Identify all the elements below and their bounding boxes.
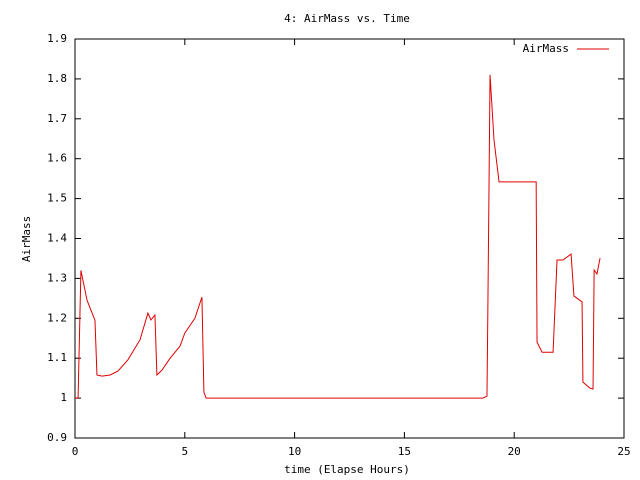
y-tick-label: 1.1 [47, 351, 67, 364]
y-tick-label: 1.9 [47, 32, 67, 45]
y-tick-label: 1.6 [47, 152, 67, 165]
plot-frame [74, 38, 625, 439]
y-tick-label: 1.5 [47, 192, 67, 205]
y-tick-label: 1 [60, 391, 67, 404]
x-tick-label: 5 [181, 445, 188, 458]
legend-label: AirMass [523, 42, 569, 55]
x-tick-label: 25 [617, 445, 630, 458]
y-axis-label: AirMass [20, 216, 33, 262]
data-line [75, 74, 601, 399]
x-tick-label: 15 [398, 445, 411, 458]
x-axis-label: time (Elapse Hours) [284, 463, 410, 476]
x-tick-label: 20 [508, 445, 521, 458]
x-tick-label: 10 [288, 445, 301, 458]
y-tick-label: 1.8 [47, 72, 67, 85]
y-tick-label: 1.7 [47, 112, 67, 125]
chart-title: 4: AirMass vs. Time [284, 12, 410, 25]
y-tick-label: 1.4 [47, 232, 67, 245]
x-tick-label: 0 [72, 445, 79, 458]
y-tick-label: 1.3 [47, 271, 67, 284]
y-tick-label: 1.2 [47, 311, 67, 324]
y-tick-label: 0.9 [47, 431, 67, 444]
